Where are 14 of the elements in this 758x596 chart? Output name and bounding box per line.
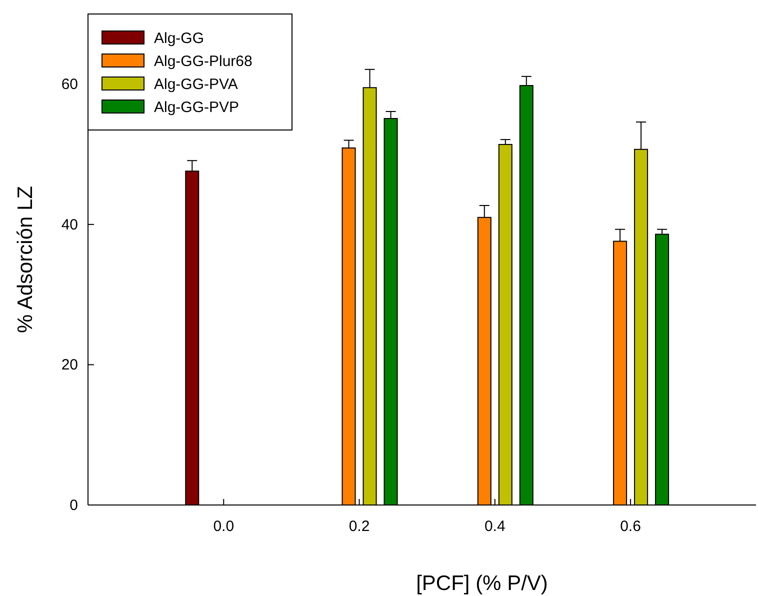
y-tick-label: 0 xyxy=(70,497,78,514)
x-tick-label: 0.6 xyxy=(620,518,641,535)
legend-label: Alg-GG-PVP xyxy=(154,99,240,116)
legend-label: Alg-GG-Plur68 xyxy=(154,53,252,70)
y-tick-label: 60 xyxy=(61,76,78,94)
legend-label: Alg-GG-PVA xyxy=(154,76,238,93)
legend-label: Alg-GG xyxy=(154,30,204,47)
y-tick-label: 20 xyxy=(61,356,78,374)
x-tick-label: 0.0 xyxy=(213,518,234,535)
y-tick-label: 40 xyxy=(61,216,78,234)
x-axis-title: [PCF] (% P/V) xyxy=(416,572,548,595)
x-tick-label: 0.2 xyxy=(348,518,370,535)
x-tick-label: 0.4 xyxy=(484,518,506,535)
y-axis-title: % Adsorción LZ xyxy=(14,186,37,334)
